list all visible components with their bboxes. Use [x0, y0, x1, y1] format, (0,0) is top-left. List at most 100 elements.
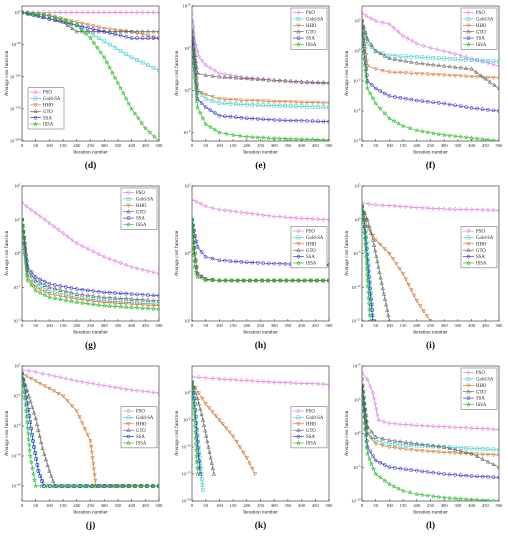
legend-marker-HHO — [466, 242, 471, 247]
legend-marker-HHO — [126, 203, 131, 208]
marker-SSA — [363, 230, 368, 234]
marker-SSA — [157, 36, 159, 40]
x-tick-label: 350 — [454, 503, 462, 508]
marker-PSO — [261, 212, 266, 218]
x-tick-label: 100 — [386, 143, 394, 148]
marker-ISSA — [57, 296, 64, 302]
marker-ISSA — [362, 426, 368, 432]
marker-GTO — [69, 290, 74, 295]
marker-ISSA — [91, 483, 98, 489]
marker-GTO — [43, 457, 49, 462]
marker-PSO — [453, 206, 458, 212]
marker-HHO — [196, 391, 202, 396]
marker-PSO — [362, 370, 364, 376]
marker-GTO — [80, 292, 85, 297]
marker-HHO — [485, 453, 491, 457]
marker-HHO — [74, 297, 79, 302]
marker-ISSA — [29, 465, 36, 471]
legend-marker-Gold-SA — [466, 377, 471, 381]
marker-HHO — [230, 434, 236, 439]
marker-SSA — [33, 451, 38, 455]
marker-ISSA — [364, 277, 371, 283]
subplot-k: 0 50 100 150 200 250 300 350 400 450 500 100 10-5 10-… — [173, 365, 333, 531]
y-tick-label: 10-50 — [11, 41, 20, 47]
marker-SSA — [195, 244, 200, 249]
marker-PSO — [70, 237, 75, 243]
marker-HHO — [217, 418, 222, 423]
marker-HHO — [387, 70, 392, 75]
marker-SSA — [420, 99, 425, 103]
marker-PSO — [192, 374, 194, 380]
marker-Gold-SA — [305, 104, 309, 109]
marker-SSA — [203, 105, 208, 110]
marker-PSO — [447, 424, 452, 430]
marker-ISSA — [87, 35, 94, 41]
marker-GTO — [217, 278, 222, 283]
marker-Gold-SA — [198, 461, 203, 466]
marker-GTO — [362, 18, 365, 23]
x-tick-label: 0 — [191, 503, 194, 508]
legend-marker-GTO — [296, 427, 301, 432]
y-axis-label: Average cost function — [173, 230, 180, 276]
x-tick-label: 300 — [271, 323, 279, 328]
marker-SSA — [250, 116, 255, 121]
x-axis-label: Iteration number — [73, 150, 108, 156]
marker-GTO — [447, 64, 452, 69]
marker-PSO — [374, 406, 379, 412]
marker-PSO — [239, 377, 244, 383]
marker-ISSA — [27, 453, 33, 459]
marker-PSO — [124, 262, 129, 268]
legend-label-HHO: HHO — [136, 204, 147, 209]
y-tick-label: 10-2 — [13, 318, 21, 324]
marker-PSO — [107, 256, 112, 262]
marker-PSO — [283, 380, 288, 386]
marker-HHO — [91, 467, 97, 472]
marker-HHO — [409, 71, 414, 76]
marker-GTO — [463, 449, 469, 454]
marker-PSO — [74, 9, 79, 15]
marker-GTO — [431, 443, 436, 448]
marker-PSO — [80, 379, 85, 385]
marker-SSA — [151, 293, 156, 298]
marker-GTO — [381, 291, 387, 296]
marker-ISSA — [117, 85, 124, 91]
marker-Gold-SA — [250, 103, 255, 107]
marker-SSA — [151, 36, 156, 40]
legend-label-SSA: SSA — [136, 217, 145, 222]
marker-ISSA — [457, 496, 464, 501]
marker-HHO — [96, 300, 101, 305]
marker-ISSA — [192, 80, 198, 86]
x-tick-label: 50 — [203, 143, 208, 148]
marker-GTO — [496, 464, 499, 469]
legend-label-ISSA: ISSA — [306, 43, 317, 48]
x-tick-label: 250 — [257, 503, 265, 508]
marker-SSA — [140, 292, 145, 297]
marker-PSO — [208, 65, 213, 71]
marker-ISSA — [441, 132, 447, 138]
marker-ISSA — [156, 306, 159, 312]
marker-GTO — [145, 297, 151, 302]
marker-GTO — [259, 278, 265, 283]
marker-HHO — [123, 302, 129, 307]
marker-ISSA — [56, 483, 62, 489]
marker-PSO — [42, 217, 47, 223]
y-axis-label: Average cost function — [3, 410, 10, 456]
legend-label-Gold-SA: Gold-SA — [43, 97, 61, 102]
marker-GTO — [373, 434, 378, 439]
marker-ISSA — [22, 247, 28, 253]
y-axis-label: Average cost function — [343, 410, 350, 456]
marker-ISSA — [289, 277, 296, 283]
legend-marker-HHO — [33, 103, 38, 108]
marker-GTO — [362, 383, 365, 388]
marker-SSA — [403, 96, 408, 101]
marker-Gold-SA — [200, 482, 205, 487]
marker-HHO — [400, 272, 406, 277]
marker-GTO — [304, 79, 310, 84]
marker-GTO — [272, 77, 277, 82]
marker-GTO — [209, 460, 214, 465]
marker-ISSA — [363, 248, 369, 254]
marker-ISSA — [94, 45, 100, 51]
marker-PSO — [217, 207, 222, 213]
y-tick-label: 105 — [184, 45, 191, 51]
marker-ISSA — [414, 127, 420, 133]
